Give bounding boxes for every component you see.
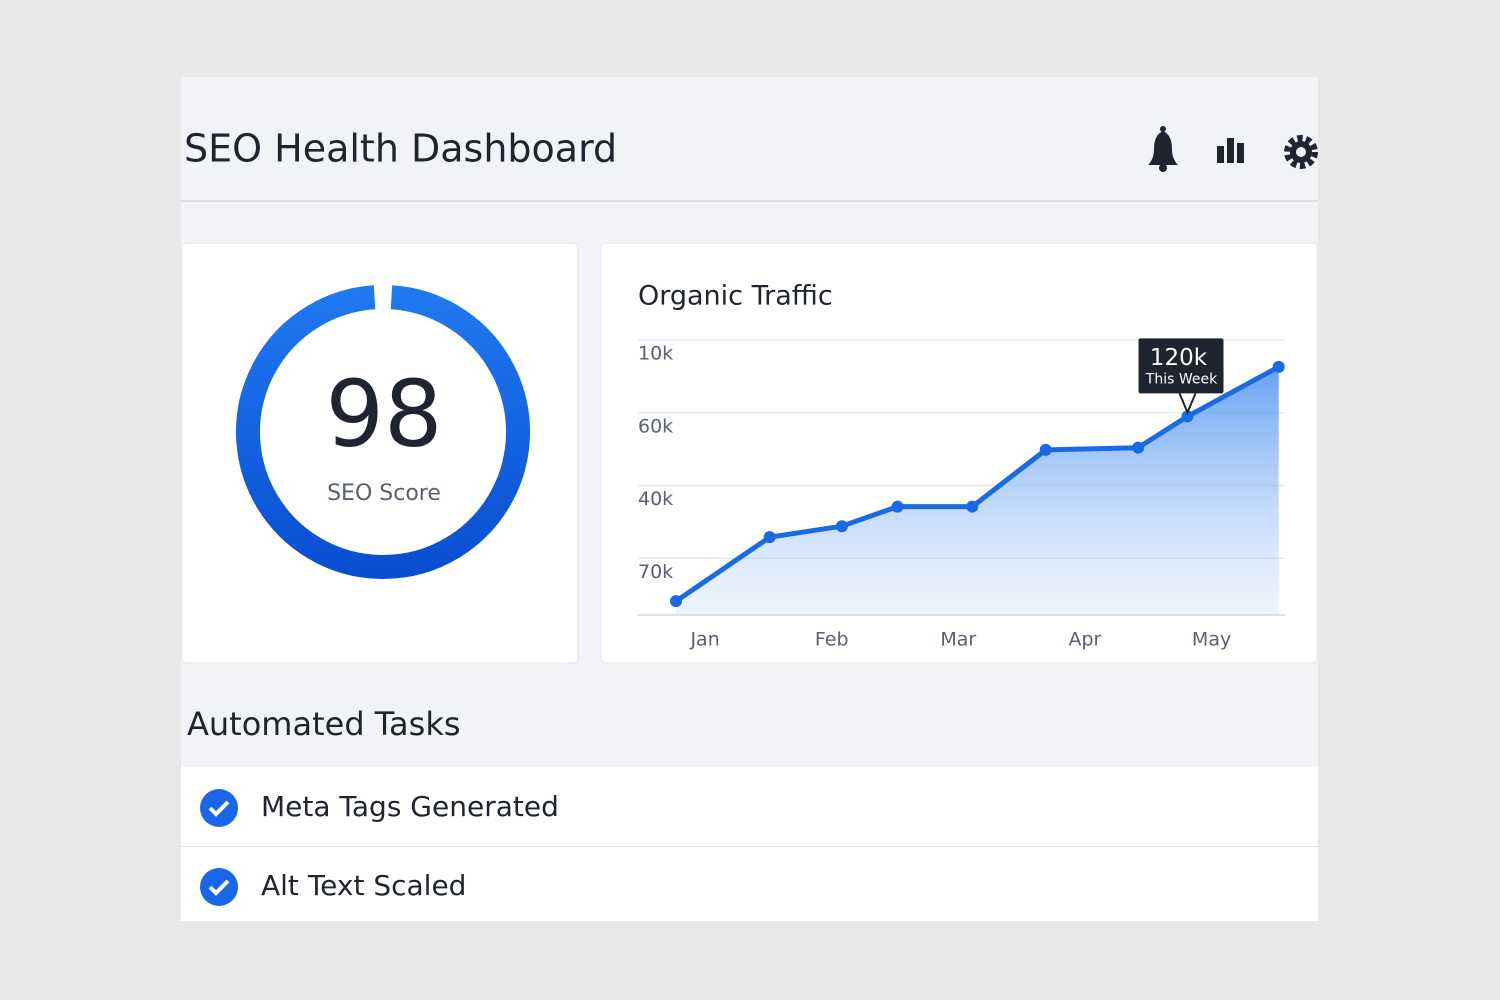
score-label: SEO Score [327, 481, 441, 506]
data-point [669, 595, 682, 608]
bell-icon[interactable] [1148, 126, 1178, 172]
x-tick-label: Apr [1069, 629, 1102, 651]
check-icon [200, 789, 238, 827]
y-tick-label: 10k [638, 343, 673, 365]
x-tick-label: Mar [940, 629, 976, 651]
tooltip-pointer [1178, 393, 1197, 415]
x-tick-label: Feb [815, 629, 849, 651]
x-tick-label: Jan [689, 629, 719, 651]
tooltip-box [1138, 338, 1224, 394]
task-row [181, 847, 1318, 921]
score-value: 98 [325, 360, 442, 467]
data-point [763, 531, 776, 544]
chart-title: Organic Traffic [638, 281, 833, 312]
tooltip-value: 120k [1150, 345, 1208, 371]
tasks-title: Automated Tasks [187, 705, 461, 743]
traffic-area [676, 366, 1279, 615]
page-title: SEO Health Dashboard [184, 127, 617, 171]
task-row [181, 767, 1318, 846]
data-point [835, 520, 848, 533]
x-tick-label: May [1192, 629, 1231, 651]
y-tick-label: 70k [638, 561, 673, 583]
score-ring [236, 285, 530, 579]
task-label: Meta Tags Generated [261, 790, 559, 823]
tooltip-subtext: This Week [1145, 371, 1218, 387]
data-point [1272, 360, 1285, 373]
y-tick-label: 60k [638, 415, 673, 437]
check-icon [200, 868, 238, 906]
settings-icon[interactable] [1284, 135, 1318, 169]
data-point [1181, 410, 1194, 423]
data-point [1132, 441, 1145, 454]
data-point [966, 500, 979, 513]
data-point [1039, 443, 1052, 456]
y-tick-label: 40k [638, 488, 673, 510]
stats-icon[interactable] [1217, 138, 1244, 163]
task-label: Alt Text Scaled [261, 869, 466, 902]
data-point [891, 500, 904, 513]
